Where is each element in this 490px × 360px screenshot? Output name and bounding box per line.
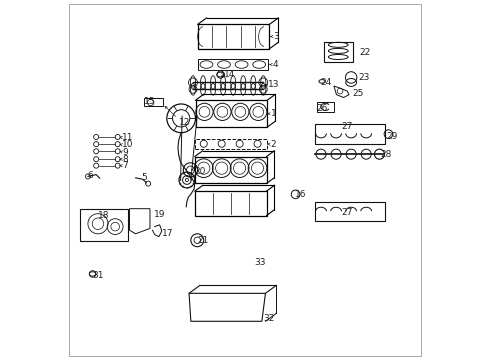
Text: 20: 20 — [194, 167, 205, 176]
Text: 9: 9 — [122, 148, 128, 157]
Text: 17: 17 — [162, 229, 173, 238]
Text: 24: 24 — [320, 78, 332, 87]
Text: 6: 6 — [87, 171, 93, 180]
Text: 21: 21 — [197, 237, 209, 246]
Text: 10: 10 — [122, 140, 134, 149]
Text: 23: 23 — [358, 73, 369, 82]
Text: 31: 31 — [92, 270, 103, 279]
Text: 33: 33 — [254, 258, 266, 267]
Text: 8: 8 — [122, 155, 128, 164]
Text: 29: 29 — [387, 132, 398, 141]
Text: 2: 2 — [271, 140, 276, 149]
Text: 7: 7 — [122, 161, 128, 170]
Text: 27: 27 — [342, 122, 353, 131]
Text: 26: 26 — [317, 104, 328, 113]
Text: 28: 28 — [381, 150, 392, 159]
Text: 27: 27 — [342, 208, 353, 217]
Text: 11: 11 — [122, 133, 134, 142]
Text: 5: 5 — [141, 174, 147, 183]
Text: 25: 25 — [353, 89, 364, 98]
Text: 4: 4 — [273, 60, 279, 69]
Text: 22: 22 — [359, 48, 370, 57]
Text: 13: 13 — [269, 81, 280, 90]
Text: 3: 3 — [273, 32, 279, 41]
Text: 16: 16 — [294, 190, 306, 199]
Text: 15: 15 — [144, 97, 155, 106]
Text: 14: 14 — [223, 70, 235, 79]
Text: 12: 12 — [179, 118, 191, 127]
Text: 32: 32 — [263, 314, 275, 323]
Text: 1: 1 — [271, 109, 276, 118]
Text: 18: 18 — [98, 211, 109, 220]
Text: 19: 19 — [153, 210, 165, 219]
